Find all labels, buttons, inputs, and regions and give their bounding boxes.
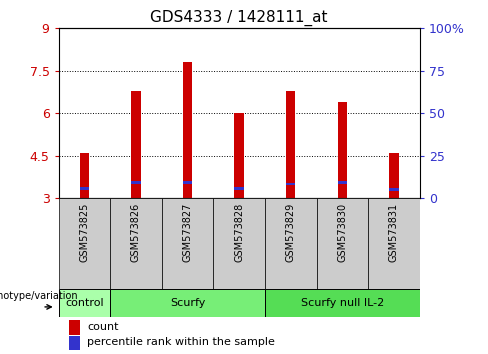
Bar: [183, 62, 192, 198]
Bar: [80, 153, 89, 198]
Bar: [110, 198, 162, 289]
Text: Scurfy: Scurfy: [170, 298, 205, 308]
Bar: [234, 187, 244, 190]
Bar: [162, 198, 213, 289]
Text: percentile rank within the sample: percentile rank within the sample: [87, 337, 275, 348]
Bar: [69, 336, 80, 350]
Text: GSM573831: GSM573831: [389, 203, 399, 262]
Bar: [59, 289, 110, 317]
Bar: [389, 153, 399, 198]
Bar: [234, 113, 244, 198]
Text: GSM573828: GSM573828: [234, 203, 244, 262]
Bar: [80, 187, 89, 190]
Bar: [286, 183, 295, 185]
Bar: [69, 320, 80, 335]
Bar: [338, 102, 347, 198]
Text: genotype/variation: genotype/variation: [0, 291, 79, 301]
Bar: [110, 289, 265, 317]
Bar: [213, 198, 265, 289]
Bar: [317, 198, 368, 289]
Bar: [265, 198, 317, 289]
Text: GSM573826: GSM573826: [131, 203, 141, 262]
Text: GSM573827: GSM573827: [183, 203, 193, 262]
Text: control: control: [65, 298, 103, 308]
Bar: [131, 91, 141, 198]
Bar: [368, 198, 420, 289]
Bar: [183, 181, 192, 184]
Bar: [286, 91, 295, 198]
Text: GSM573825: GSM573825: [80, 203, 89, 262]
Bar: [265, 289, 420, 317]
Bar: [338, 181, 347, 184]
Text: GSM573829: GSM573829: [285, 203, 296, 262]
Bar: [131, 181, 141, 184]
Bar: [59, 198, 110, 289]
Text: count: count: [87, 321, 119, 332]
Title: GDS4333 / 1428111_at: GDS4333 / 1428111_at: [150, 9, 328, 25]
Text: GSM573830: GSM573830: [337, 203, 347, 262]
Text: Scurfy null IL-2: Scurfy null IL-2: [301, 298, 384, 308]
Bar: [389, 188, 399, 191]
